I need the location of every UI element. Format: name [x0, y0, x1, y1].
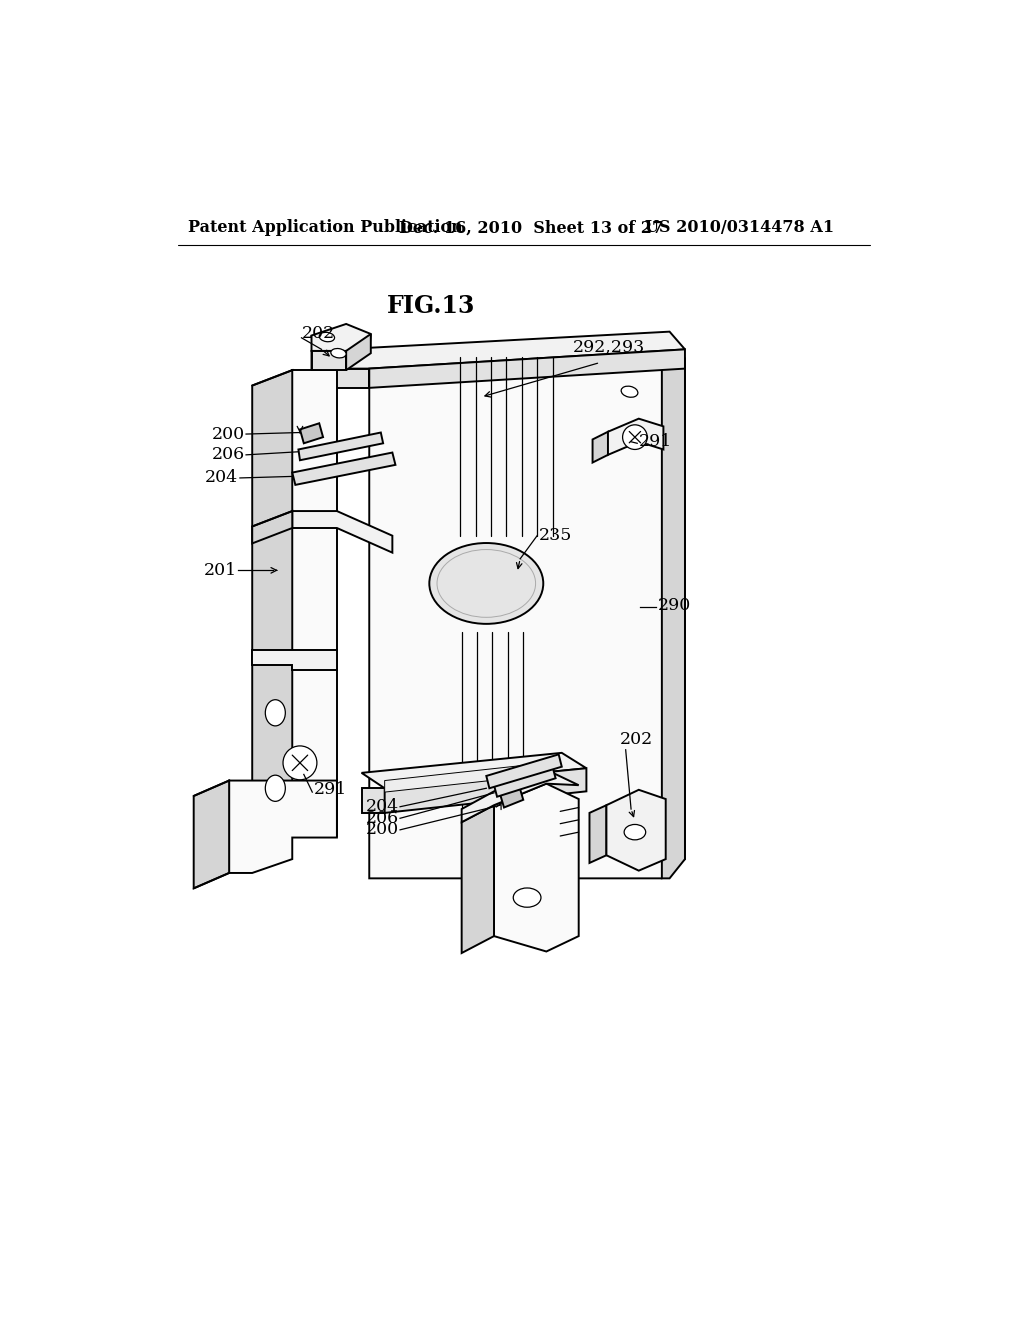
Text: 201: 201	[204, 562, 237, 579]
Text: FIG.13: FIG.13	[387, 294, 475, 318]
Polygon shape	[311, 323, 371, 351]
Polygon shape	[500, 787, 523, 808]
Polygon shape	[462, 805, 494, 953]
Polygon shape	[311, 368, 370, 388]
Polygon shape	[311, 351, 346, 370]
Text: 291: 291	[313, 781, 347, 799]
Polygon shape	[370, 339, 685, 878]
Polygon shape	[606, 789, 666, 871]
Text: Dec. 16, 2010  Sheet 13 of 27: Dec. 16, 2010 Sheet 13 of 27	[398, 219, 663, 236]
Polygon shape	[252, 370, 292, 851]
Text: 206: 206	[366, 809, 398, 826]
Text: US 2010/0314478 A1: US 2010/0314478 A1	[645, 219, 834, 236]
Polygon shape	[662, 339, 685, 878]
Polygon shape	[361, 752, 587, 788]
Polygon shape	[292, 511, 392, 553]
Circle shape	[623, 425, 647, 450]
Polygon shape	[494, 784, 579, 952]
Text: 200: 200	[211, 425, 245, 442]
Polygon shape	[346, 334, 371, 370]
Polygon shape	[494, 767, 556, 797]
Polygon shape	[229, 780, 337, 873]
Text: 291: 291	[639, 433, 672, 450]
Text: 202: 202	[301, 326, 335, 342]
Ellipse shape	[622, 387, 638, 397]
Text: 204: 204	[366, 799, 398, 816]
Ellipse shape	[265, 775, 286, 801]
Ellipse shape	[437, 549, 536, 618]
Polygon shape	[608, 418, 664, 455]
Polygon shape	[252, 511, 292, 544]
Polygon shape	[385, 768, 587, 813]
Ellipse shape	[265, 700, 286, 726]
Text: 290: 290	[658, 597, 691, 614]
Polygon shape	[311, 331, 685, 368]
Text: 200: 200	[366, 821, 398, 838]
Text: 202: 202	[620, 731, 652, 748]
Polygon shape	[292, 453, 395, 484]
Polygon shape	[194, 780, 229, 888]
Polygon shape	[292, 370, 337, 836]
Text: 206: 206	[211, 446, 245, 463]
Ellipse shape	[625, 825, 646, 840]
Text: 204: 204	[205, 470, 239, 487]
Polygon shape	[311, 339, 670, 358]
Polygon shape	[370, 350, 685, 388]
Polygon shape	[593, 432, 608, 462]
Circle shape	[283, 746, 316, 780]
Text: 292,293: 292,293	[573, 338, 645, 355]
Polygon shape	[486, 755, 562, 788]
Ellipse shape	[331, 348, 346, 358]
Polygon shape	[590, 805, 606, 863]
Polygon shape	[385, 763, 547, 792]
Ellipse shape	[513, 888, 541, 907]
Polygon shape	[252, 649, 337, 671]
Ellipse shape	[429, 543, 544, 624]
Polygon shape	[300, 424, 323, 444]
Polygon shape	[298, 433, 383, 461]
Polygon shape	[361, 788, 385, 813]
Ellipse shape	[319, 333, 335, 342]
Text: Patent Application Publication: Patent Application Publication	[188, 219, 463, 236]
Text: 235: 235	[539, 527, 572, 544]
Polygon shape	[462, 770, 579, 822]
